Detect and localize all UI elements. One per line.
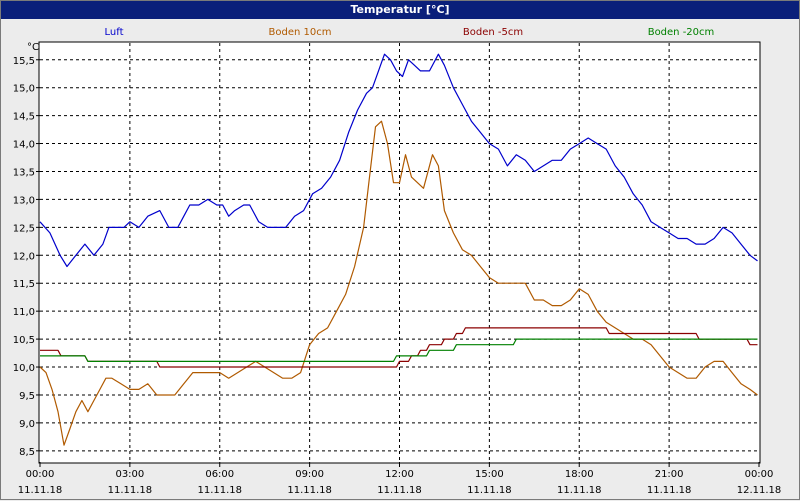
y-tick-label: 9,5 — [19, 391, 35, 402]
y-tick-label: 13,5 — [13, 167, 35, 178]
x-tick-time-label: 00:00 — [26, 469, 55, 480]
y-tick-label: 11,5 — [13, 279, 35, 290]
x-tick-date-label: 11.11.18 — [108, 485, 153, 496]
x-tick-date-label: 11.11.18 — [557, 485, 602, 496]
y-tick-label: 12,5 — [13, 223, 35, 234]
x-tick-time-label: 15:00 — [475, 469, 504, 480]
y-tick-label: 14,0 — [13, 140, 35, 151]
legend-item: Boden 10cm — [269, 27, 332, 38]
y-tick-label: 8,5 — [19, 447, 35, 458]
x-tick-date-label: 11.11.18 — [467, 485, 512, 496]
grid-lines — [40, 43, 759, 462]
x-tick-date-label: 11.11.18 — [18, 485, 63, 496]
series-line-luft — [39, 53, 758, 268]
x-tick-time-label: 09:00 — [295, 469, 324, 480]
y-tick-label: 12,0 — [13, 251, 35, 262]
y-tick-label: 15,5 — [13, 56, 35, 67]
x-tick-time-label: 12:00 — [385, 469, 414, 480]
axis-ticks: 8,5 9,0 9,5 10,0 10,5 11,0 11,5 12,0 12,5 13,0 13,… — [13, 56, 782, 496]
legend-item: Luft — [105, 27, 124, 38]
y-tick-label: 11,0 — [13, 307, 35, 318]
legend-item: Boden -5cm — [463, 27, 523, 38]
series-line-boden-5cm — [40, 327, 758, 368]
x-tick-date-label: 12.11.18 — [737, 485, 782, 496]
y-tick-label: 15,0 — [13, 84, 35, 95]
x-tick-date-label: 11.11.18 — [377, 485, 422, 496]
x-tick-date-label: 11.11.18 — [287, 485, 332, 496]
x-tick-date-label: 11.11.18 — [197, 485, 242, 496]
x-tick-time-label: 18:00 — [565, 469, 594, 480]
y-tick-label: 10,5 — [13, 335, 35, 346]
legend: Luft Boden 10cm Boden -5cm Boden -20cm — [105, 27, 715, 38]
series-lines — [39, 53, 758, 446]
y-axis-unit-label: °C — [27, 42, 39, 53]
y-tick-label: 13,0 — [13, 195, 35, 206]
series-line-boden-10cm — [39, 120, 758, 446]
x-tick-time-label: 21:00 — [655, 469, 684, 480]
y-tick-label: 14,5 — [13, 112, 35, 123]
series-line-boden-20cm — [40, 338, 758, 362]
x-tick-time-label: 00:00 — [745, 469, 774, 480]
x-tick-time-label: 06:00 — [205, 469, 234, 480]
legend-item: Boden -20cm — [648, 27, 715, 38]
y-tick-label: 10,0 — [13, 363, 35, 374]
x-tick-time-label: 03:00 — [115, 469, 144, 480]
y-tick-label: 9,0 — [19, 419, 35, 430]
window-title: Temperatur [°C] — [1, 1, 799, 19]
x-tick-date-label: 11.11.18 — [647, 485, 692, 496]
